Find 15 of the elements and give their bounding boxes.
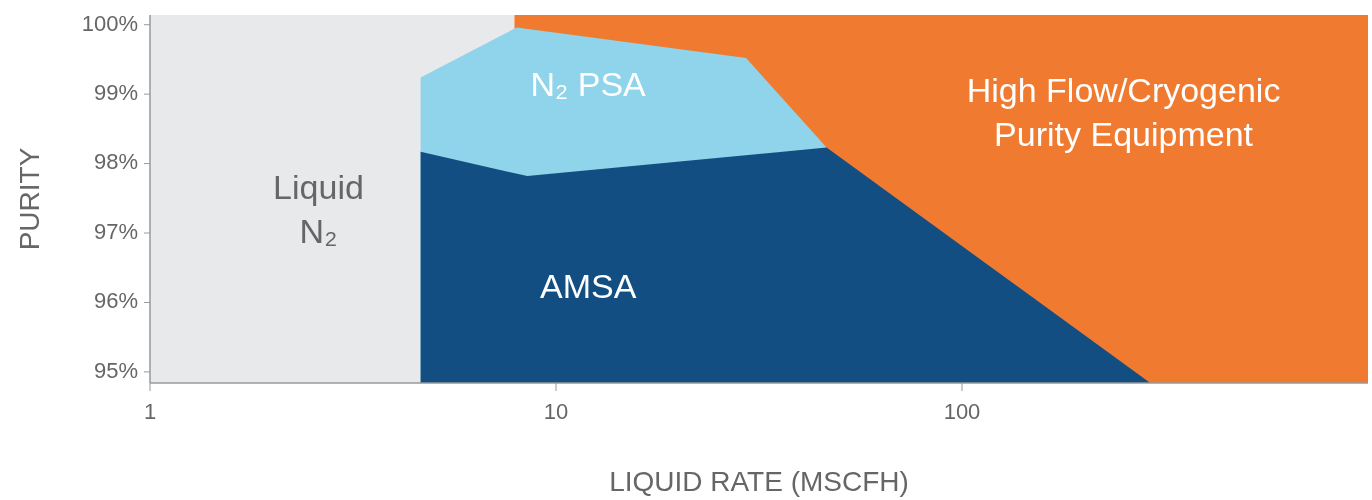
y-tick-label: 96% [93,288,138,314]
y-axis-title: PURITY [14,147,46,251]
series-label: High Flow/Cryogenic Purity Equipment [966,70,1281,153]
y-tick-label: 97% [93,218,138,244]
y-tick-label: 95% [93,357,138,383]
y-tick-label: 99% [93,79,138,105]
x-tick-label: 100 [943,398,981,424]
y-tick-label: 98% [93,149,138,175]
series-label: Liquid N₂ [273,168,364,251]
x-axis-title: LIQUID RATE (MSCFH) [609,466,909,498]
x-tick-label: 10 [543,398,569,424]
series-label: AMSA [539,266,637,305]
series-label: N₂ PSA [530,65,647,104]
x-tick-label: 1 [143,398,157,424]
y-tick-label: 100% [81,10,138,36]
